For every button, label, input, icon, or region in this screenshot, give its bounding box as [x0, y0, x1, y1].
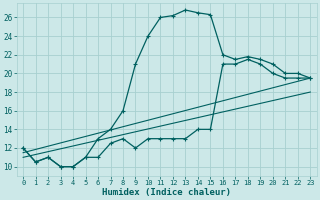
X-axis label: Humidex (Indice chaleur): Humidex (Indice chaleur) [102, 188, 231, 197]
